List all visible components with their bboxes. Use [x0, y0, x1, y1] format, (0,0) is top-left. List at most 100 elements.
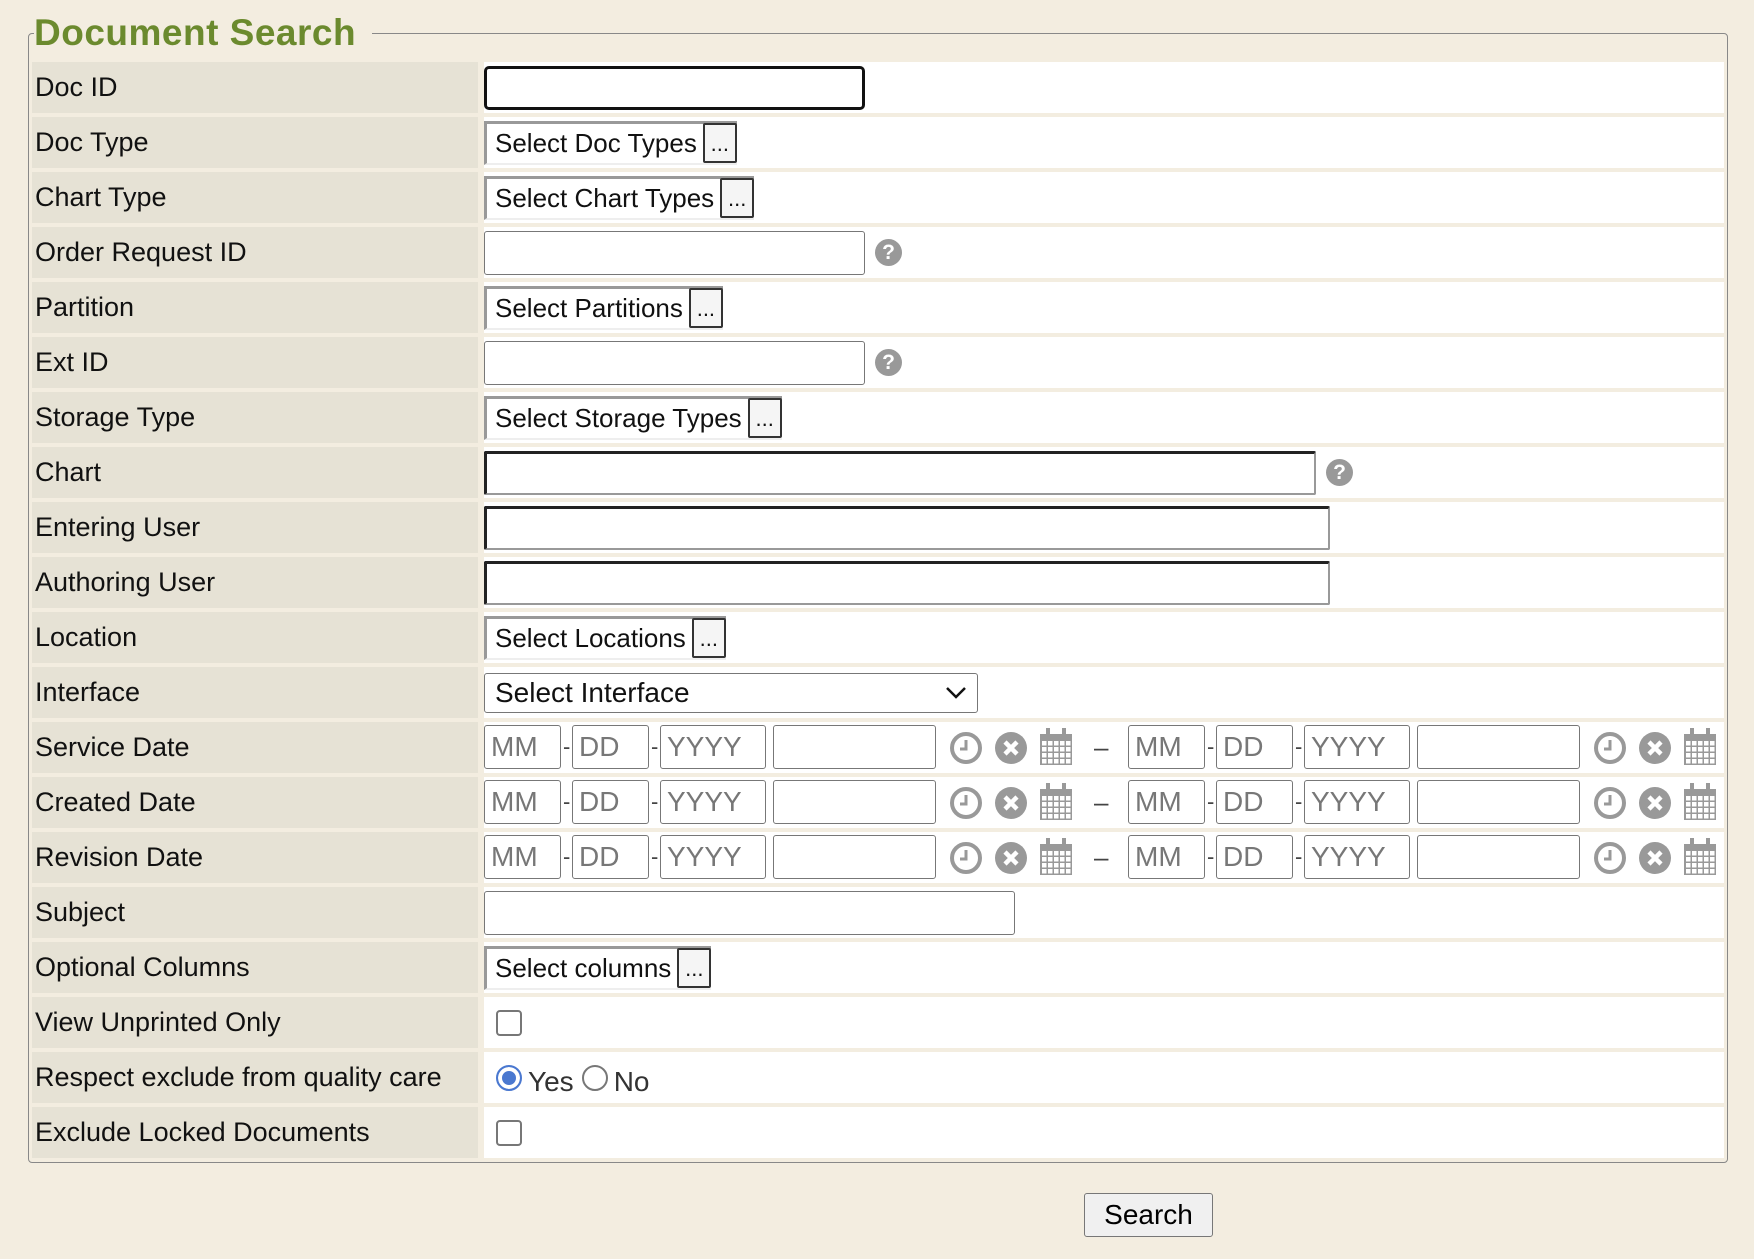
- label: Order Request ID: [32, 227, 478, 278]
- subject-input[interactable]: [484, 890, 1015, 935]
- label: Interface: [32, 667, 478, 718]
- time-input[interactable]: [773, 725, 936, 769]
- view-unprinted-checkbox[interactable]: [496, 1009, 522, 1036]
- doc-id-input[interactable]: [484, 65, 865, 110]
- help-icon[interactable]: ?: [875, 239, 902, 266]
- year-input[interactable]: YYYY: [1304, 780, 1410, 824]
- date-separator: -: [1295, 734, 1303, 759]
- ellipsis-button[interactable]: ...: [720, 178, 755, 218]
- doc-type-picker[interactable]: Select Doc Types...: [484, 120, 737, 165]
- clock-icon[interactable]: [1593, 786, 1627, 820]
- storage-type-picker[interactable]: Select Storage Types...: [484, 395, 782, 440]
- day-input[interactable]: DD: [1216, 725, 1293, 769]
- date-separator: -: [563, 789, 571, 814]
- year-input[interactable]: YYYY: [660, 780, 766, 824]
- authoring-user-input[interactable]: [484, 560, 1330, 605]
- year-input[interactable]: YYYY: [660, 835, 766, 879]
- ext-id-input[interactable]: [484, 340, 865, 385]
- month-input[interactable]: MM: [484, 780, 561, 824]
- clear-icon[interactable]: [1638, 841, 1672, 875]
- clock-icon[interactable]: [949, 786, 983, 820]
- ellipsis-button[interactable]: ...: [702, 123, 737, 163]
- ellipsis-button[interactable]: ...: [688, 288, 723, 328]
- interface-select[interactable]: Select Interface: [484, 672, 978, 713]
- day-input[interactable]: DD: [1216, 780, 1293, 824]
- range-separator: –: [1094, 787, 1109, 817]
- label: Entering User: [32, 502, 478, 553]
- calendar-icon[interactable]: [1683, 838, 1717, 875]
- yes-label: Yes: [528, 1065, 574, 1097]
- ellipsis-button[interactable]: ...: [747, 398, 782, 438]
- page-title: Document Search: [34, 12, 373, 54]
- clock-icon[interactable]: [1593, 731, 1627, 765]
- label: Service Date: [32, 722, 478, 773]
- calendar-icon[interactable]: [1039, 783, 1073, 820]
- order-request-id-input[interactable]: [484, 230, 865, 275]
- row-ext-id: Ext ID?: [32, 337, 1724, 388]
- year-input[interactable]: YYYY: [660, 725, 766, 769]
- select-value: Select Interface: [495, 676, 690, 708]
- day-input[interactable]: DD: [572, 725, 649, 769]
- row-chart: Chart?: [32, 447, 1724, 498]
- month-input[interactable]: MM: [1128, 835, 1205, 879]
- clear-icon[interactable]: [1638, 731, 1672, 765]
- row-optional-columns: Optional Columns Select columns...: [32, 942, 1724, 993]
- chart-type-picker[interactable]: Select Chart Types...: [484, 175, 755, 220]
- calendar-icon[interactable]: [1683, 783, 1717, 820]
- chevron-down-icon: [946, 686, 966, 699]
- ellipsis-button[interactable]: ...: [691, 618, 726, 658]
- row-entering-user: Entering User: [32, 502, 1724, 553]
- no-radio[interactable]: [581, 1064, 608, 1091]
- day-input[interactable]: DD: [572, 835, 649, 879]
- picker-label: Select Doc Types: [495, 127, 697, 158]
- picker-label: Select Storage Types: [495, 402, 742, 433]
- yes-radio[interactable]: [496, 1064, 522, 1091]
- calendar-icon[interactable]: [1039, 728, 1073, 765]
- calendar-icon[interactable]: [1683, 728, 1717, 765]
- month-input[interactable]: MM: [1128, 780, 1205, 824]
- year-input[interactable]: YYYY: [1304, 725, 1410, 769]
- date-separator: -: [1207, 789, 1215, 814]
- month-input[interactable]: MM: [1128, 725, 1205, 769]
- row-subject: Subject: [32, 887, 1724, 938]
- clear-icon[interactable]: [994, 731, 1028, 765]
- row-storage-type: Storage Type Select Storage Types...: [32, 392, 1724, 443]
- help-icon[interactable]: ?: [875, 349, 902, 376]
- optional-columns-picker[interactable]: Select columns...: [484, 945, 712, 990]
- entering-user-input[interactable]: [484, 505, 1330, 550]
- location-picker[interactable]: Select Locations...: [484, 615, 726, 660]
- time-input[interactable]: [773, 780, 936, 824]
- clock-icon[interactable]: [949, 841, 983, 875]
- chart-input[interactable]: [484, 450, 1316, 495]
- row-authoring-user: Authoring User: [32, 557, 1724, 608]
- time-input[interactable]: [1417, 725, 1580, 769]
- year-input[interactable]: YYYY: [1304, 835, 1410, 879]
- partition-picker[interactable]: Select Partitions...: [484, 285, 723, 330]
- search-form: Doc ID Doc Type Select Doc Types... Chart…: [32, 62, 1724, 1162]
- clear-icon[interactable]: [1638, 786, 1672, 820]
- label: Doc ID: [32, 62, 478, 113]
- time-input[interactable]: [1417, 780, 1580, 824]
- clear-icon[interactable]: [994, 841, 1028, 875]
- label: Doc Type: [32, 117, 478, 168]
- month-input[interactable]: MM: [484, 835, 561, 879]
- time-input[interactable]: [773, 835, 936, 879]
- time-input[interactable]: [1417, 835, 1580, 879]
- label: Ext ID: [32, 337, 478, 388]
- clock-icon[interactable]: [1593, 841, 1627, 875]
- ellipsis-button[interactable]: ...: [677, 948, 712, 988]
- day-input[interactable]: DD: [572, 780, 649, 824]
- help-icon[interactable]: ?: [1326, 459, 1353, 486]
- picker-label: Select Locations: [495, 622, 686, 653]
- row-doc-id: Doc ID: [32, 62, 1724, 113]
- clock-icon[interactable]: [949, 731, 983, 765]
- row-exclude-locked: Exclude Locked Documents: [32, 1107, 1724, 1158]
- calendar-icon[interactable]: [1039, 838, 1073, 875]
- search-button[interactable]: Search: [1084, 1193, 1213, 1237]
- clear-icon[interactable]: [994, 786, 1028, 820]
- day-input[interactable]: DD: [1216, 835, 1293, 879]
- exclude-locked-checkbox[interactable]: [496, 1119, 522, 1146]
- month-input[interactable]: MM: [484, 725, 561, 769]
- label: Chart: [32, 447, 478, 498]
- label: View Unprinted Only: [32, 997, 478, 1048]
